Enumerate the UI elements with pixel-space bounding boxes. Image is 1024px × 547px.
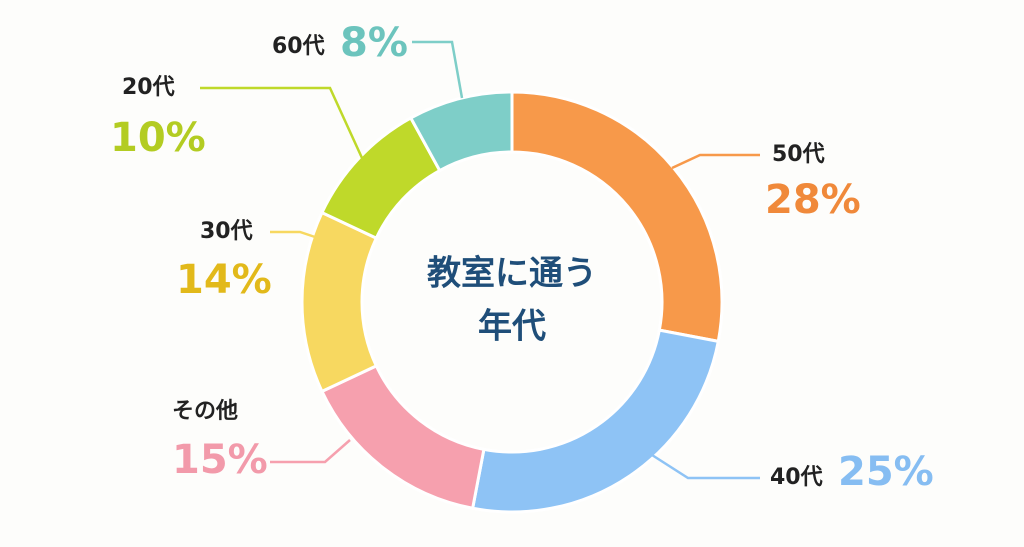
- leader-line: [671, 153, 760, 170]
- chart-title: 教室に通う: [427, 254, 597, 294]
- value-label: 25%: [838, 449, 934, 495]
- value-label: 14%: [176, 257, 272, 303]
- leader-line: [651, 453, 760, 480]
- value-label: 28%: [765, 177, 861, 223]
- chart-title: 年代: [478, 307, 546, 347]
- category-label: 40代: [770, 465, 823, 490]
- leader-line: [412, 40, 464, 99]
- category-label: 50代: [772, 142, 825, 167]
- donut-segment: [408, 90, 514, 173]
- value-label: 10%: [110, 115, 206, 161]
- leader-line: [200, 86, 364, 159]
- leader-line: [270, 439, 351, 464]
- category-label: 20代: [122, 75, 175, 100]
- value-label: 15%: [172, 437, 268, 483]
- category-label: その他: [172, 399, 238, 424]
- value-label: 8%: [340, 20, 408, 66]
- leader-line: [270, 230, 319, 240]
- category-label: 30代: [200, 219, 253, 244]
- donut-segment: [510, 90, 724, 344]
- category-label: 60代: [272, 34, 325, 59]
